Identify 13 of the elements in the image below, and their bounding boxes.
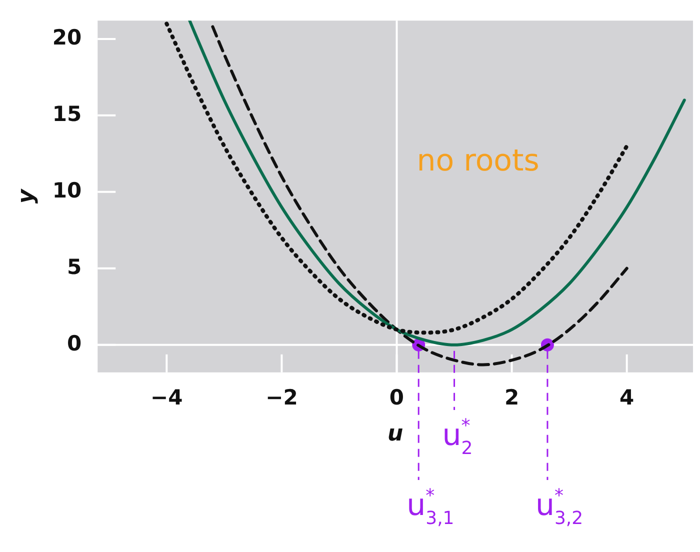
y-tick-label: 15 <box>52 102 82 126</box>
x-tick-label: 4 <box>620 385 634 410</box>
y-tick-label: 10 <box>52 178 82 202</box>
y-axis-title: y <box>14 188 39 204</box>
x-tick-label: −2 <box>266 385 298 410</box>
x-tick-label: 2 <box>504 385 520 410</box>
x-axis-title: u <box>387 422 404 447</box>
y-tick-label: 20 <box>52 25 82 50</box>
y-tick-label: 5 <box>67 254 82 279</box>
y-tick-label: 0 <box>67 331 82 356</box>
x-tick-label: 0 <box>389 385 404 410</box>
x-tick-label: −4 <box>150 385 183 410</box>
annotation: no roots <box>416 144 540 179</box>
